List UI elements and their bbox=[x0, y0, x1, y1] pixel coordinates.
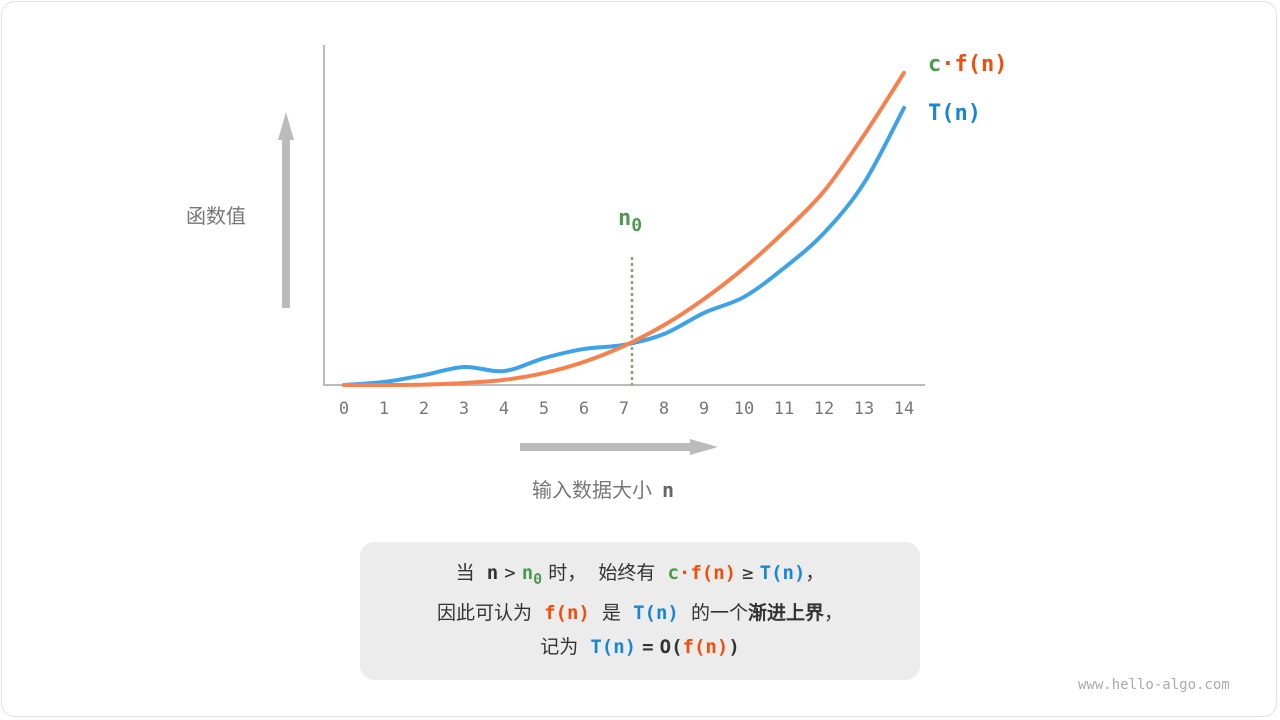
x-tick-label: 0 bbox=[339, 399, 349, 419]
x-tick-label: 14 bbox=[894, 399, 914, 419]
legend-cfn: c·f(n) bbox=[928, 52, 1008, 77]
x-tick-label: 9 bbox=[699, 399, 709, 419]
x-tick-label: 7 bbox=[619, 399, 629, 419]
series-cfn-line bbox=[342, 70, 906, 388]
x-tick-label: 5 bbox=[539, 399, 549, 419]
x-tick-label: 10 bbox=[734, 399, 754, 419]
x-tick-label: 13 bbox=[854, 399, 874, 419]
y-arrow-shaft bbox=[282, 138, 290, 308]
x-tick-label: 12 bbox=[814, 399, 834, 419]
y-arrow-head bbox=[278, 112, 294, 140]
x-tick-label: 3 bbox=[459, 399, 469, 419]
x-axis-label: 输入数据大小 n bbox=[532, 478, 675, 502]
caption-line-2: 因此可认为 f(n) 是 T(n) 的一个渐进上界， bbox=[437, 602, 843, 624]
series-tn-line bbox=[342, 105, 906, 387]
caption-line-3: 记为 T(n) = O(f(n)) bbox=[540, 636, 740, 658]
x-arrow-shaft bbox=[520, 443, 692, 451]
x-tick-label: 1 bbox=[379, 399, 389, 419]
x-tick-label: 8 bbox=[659, 399, 669, 419]
legend-tn: T(n) bbox=[928, 101, 981, 126]
x-arrow-head bbox=[690, 439, 718, 455]
watermark: www.hello-algo.com bbox=[1078, 677, 1230, 693]
x-tick-label: 2 bbox=[419, 399, 429, 419]
caption-box: 当 n > n0 时， 始终有 c·f(n) ≥ T(n)， 因此可认为 f(n… bbox=[360, 542, 920, 680]
y-axis-label: 函数值 bbox=[186, 204, 246, 228]
caption-line-1: 当 n > n0 时， 始终有 c·f(n) ≥ T(n)， bbox=[455, 562, 825, 588]
x-tick-label: 4 bbox=[499, 399, 509, 419]
x-tick-label: 11 bbox=[774, 399, 794, 419]
x-tick-label: 6 bbox=[579, 399, 589, 419]
n0-label: n0 bbox=[618, 206, 643, 236]
